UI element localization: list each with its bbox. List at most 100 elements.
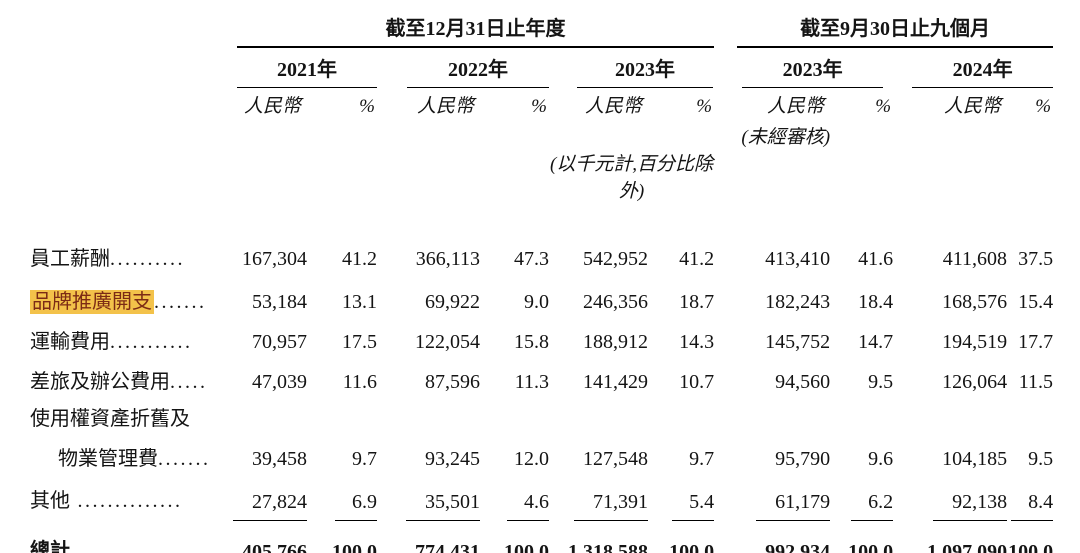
subheader-row: 人民幣 % 人民幣 % 人民幣 % 人民幣 % 人民幣 % bbox=[30, 88, 1053, 122]
cell-9m2023-pct: 9.5 bbox=[868, 371, 894, 393]
row-label-cell: 使用權資產折舊及 bbox=[30, 402, 230, 439]
cell-2022-pct: 11.3 bbox=[514, 371, 549, 393]
cell-2024-rmb: 411,608 bbox=[942, 248, 1008, 270]
label-column-spacer bbox=[30, 12, 230, 48]
cell-2024-pct: 17.7 bbox=[1018, 331, 1054, 353]
rmb-header: 人民幣 bbox=[416, 96, 474, 117]
dot-leader: ....... bbox=[158, 448, 211, 470]
label-column-spacer bbox=[30, 88, 230, 122]
cell-9m2023-rmb: 182,243 bbox=[765, 291, 831, 313]
total-label: 總計 bbox=[30, 540, 70, 553]
cell-2024-pct: 8.4 bbox=[1007, 479, 1054, 521]
cell-2023-pct: 41.2 bbox=[679, 248, 715, 270]
cell-2024-rmb: 92,138 bbox=[893, 479, 1008, 521]
cell-9m2023-rmb: 145,752 bbox=[765, 331, 831, 353]
row-label: 物業管理費 bbox=[58, 448, 158, 470]
period-group-annual: 截至12月31日止年度 bbox=[230, 12, 715, 48]
cell-2024-rmb: 104,185 bbox=[942, 448, 1008, 470]
cell-2021-pct: 9.7 bbox=[352, 448, 377, 470]
row-label-cell: 物業管理費....... bbox=[30, 439, 230, 479]
label-column-spacer bbox=[30, 122, 230, 149]
year-header-2023-nine-months: 2023年 bbox=[714, 48, 893, 88]
table-row-rou-depreciation-line1: 使用權資產折舊及 bbox=[30, 402, 1053, 439]
cell-2023-pct bbox=[648, 402, 714, 439]
row-label-highlighted: 品牌推廣開支 bbox=[30, 290, 154, 314]
dot-leader: ........... bbox=[110, 331, 193, 353]
year-header-2023: 2023年 bbox=[549, 48, 714, 88]
rmb-header: 人民幣 bbox=[243, 96, 301, 117]
row-label: 運輸費用 bbox=[30, 331, 110, 353]
table-row-travel-office: 差旅及辦公費用..... 47,039 11.6 87,596 11.3 141… bbox=[30, 362, 1053, 402]
pct-header: % bbox=[875, 96, 892, 117]
cell-2024-pct: 100.0 bbox=[1007, 521, 1053, 553]
units-note-row: (以千元計,百分比除外) bbox=[30, 149, 1053, 203]
row-label-cell: 品牌推廣開支....... bbox=[30, 279, 230, 322]
cell-9m2023-rmb: 61,179 bbox=[714, 479, 831, 521]
cell-2022-pct: 4.6 bbox=[480, 479, 549, 521]
cell-2024-pct: 37.5 bbox=[1018, 248, 1054, 270]
units-note: (以千元計,百分比除外) bbox=[549, 154, 714, 202]
year-header-2022: 2022年 bbox=[377, 48, 549, 88]
row-label-cell: 總計 .............. bbox=[30, 521, 230, 553]
cell-2023-pct: 18.7 bbox=[679, 291, 715, 313]
period-group-annual-label: 截至12月31日止年度 bbox=[237, 12, 715, 48]
cell-2023-rmb: 1,318,588 bbox=[549, 521, 648, 553]
rmb-header: 人民幣 bbox=[584, 96, 642, 117]
cell-2024-rmb: 168,576 bbox=[942, 291, 1008, 313]
cell-2024-rmb: 126,064 bbox=[942, 371, 1008, 393]
table-row-brand-promotion: 品牌推廣開支....... 53,184 13.1 69,922 9.0 246… bbox=[30, 279, 1053, 322]
cell-9m2023-rmb: 95,790 bbox=[775, 448, 831, 470]
cell-2021-rmb: 47,039 bbox=[252, 371, 307, 393]
pct-header: % bbox=[1035, 96, 1052, 117]
row-label-cell: 差旅及辦公費用..... bbox=[30, 362, 230, 402]
cell-2021-rmb: 405,766 bbox=[230, 521, 307, 553]
cell-2023-rmb: 542,952 bbox=[583, 248, 648, 270]
rmb-header: 人民幣 bbox=[767, 96, 825, 117]
cell-2021-pct: 17.5 bbox=[342, 331, 377, 353]
cell-2024-pct: 15.4 bbox=[1018, 291, 1054, 313]
cell-2021-pct: 41.2 bbox=[342, 248, 377, 270]
cell-2021-pct: 100.0 bbox=[307, 521, 377, 553]
cell-2022-rmb: 69,922 bbox=[425, 291, 480, 313]
cell-2022-rmb: 87,596 bbox=[425, 371, 480, 393]
cell-2021-rmb: 53,184 bbox=[252, 291, 307, 313]
row-label: 員工薪酬 bbox=[30, 248, 110, 270]
table-row-total: 總計 .............. 405,766 100.0 774,431 … bbox=[30, 521, 1053, 553]
dot-leader: ....... bbox=[154, 291, 207, 313]
table-row-employee-compensation: 員工薪酬.......... 167,304 41.2 366,113 47.3… bbox=[30, 233, 1053, 279]
cell-2022-rmb bbox=[377, 402, 480, 439]
year-header-2024: 2024年 bbox=[893, 48, 1054, 88]
dot-leader: .............. bbox=[70, 540, 183, 553]
cell-2024-rmb bbox=[893, 402, 1007, 439]
cell-2023-pct: 14.3 bbox=[679, 331, 715, 353]
period-group-header-row: 截至12月31日止年度 截至9月30日止九個月 bbox=[30, 12, 1054, 48]
spacer bbox=[830, 122, 893, 149]
year-header-row: 2021年 2022年 2023年 2023年 2024年 bbox=[30, 48, 1054, 88]
cell-2023-rmb: 188,912 bbox=[583, 331, 648, 353]
cell-9m2023-pct: 18.4 bbox=[858, 291, 894, 313]
pct-header: % bbox=[696, 96, 713, 117]
cell-2022-rmb: 35,501 bbox=[377, 479, 480, 521]
dot-leader: ..... bbox=[170, 371, 208, 393]
table-row-transportation: 運輸費用........... 70,957 17.5 122,054 15.8… bbox=[30, 322, 1053, 362]
cell-2024-rmb: 194,519 bbox=[942, 331, 1008, 353]
cell-2023-rmb: 246,356 bbox=[583, 291, 648, 313]
spacer bbox=[230, 149, 549, 203]
cell-2024-pct bbox=[1007, 402, 1053, 439]
period-group-nine-months: 截至9月30日止九個月 bbox=[714, 12, 1054, 48]
cell-2022-pct: 12.0 bbox=[514, 448, 549, 470]
row-label-cell: 運輸費用........... bbox=[30, 322, 230, 362]
dot-leader: .............. bbox=[70, 490, 183, 512]
cell-2022-rmb: 774,431 bbox=[377, 521, 480, 553]
cell-9m2023-pct: 100.0 bbox=[830, 521, 893, 553]
cell-2022-pct bbox=[480, 402, 549, 439]
expense-breakdown-table: 截至12月31日止年度 截至9月30日止九個月 2021年 2022年 2023… bbox=[30, 12, 1054, 553]
dot-leader: .......... bbox=[110, 248, 185, 270]
rmb-header: 人民幣 bbox=[944, 96, 1002, 117]
cell-2022-pct: 15.8 bbox=[514, 331, 549, 353]
row-label-cell: 員工薪酬.......... bbox=[30, 233, 230, 279]
cell-2021-pct: 6.9 bbox=[307, 479, 377, 521]
spacer bbox=[893, 122, 1053, 149]
cell-2022-pct: 100.0 bbox=[480, 521, 549, 553]
